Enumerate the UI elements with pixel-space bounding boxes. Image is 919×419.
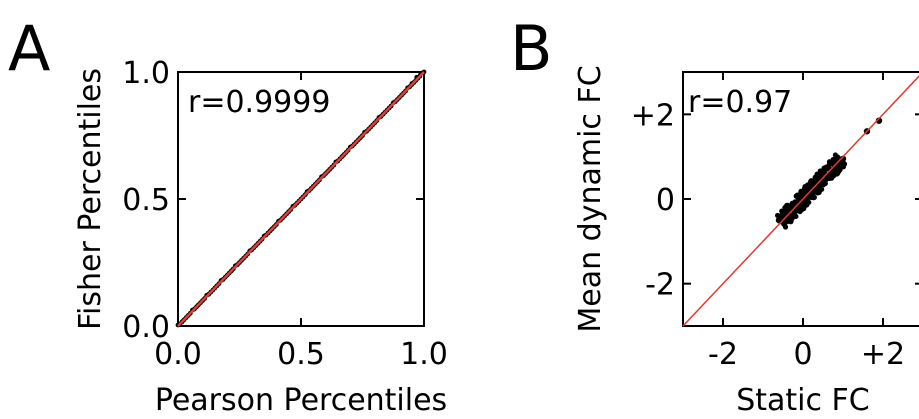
y-tick-label: -2 xyxy=(645,268,675,303)
cluster-point xyxy=(822,166,829,173)
panel-b-y-axis-label: Mean dynamic FC xyxy=(573,65,608,332)
cluster-point xyxy=(782,224,789,230)
panel-a-letter: A xyxy=(8,12,50,85)
cluster-point xyxy=(774,212,781,219)
x-tick-label: 0 xyxy=(793,337,812,372)
cluster-point xyxy=(784,208,791,215)
cluster-point xyxy=(789,200,795,206)
cluster-point xyxy=(832,152,839,158)
x-tick-label: 0.5 xyxy=(277,337,325,372)
panel-b-letter: B xyxy=(510,12,553,85)
cluster-point xyxy=(817,168,823,174)
cluster-point xyxy=(811,180,817,186)
y-tick-label: 1.0 xyxy=(122,56,170,91)
panel-a-chart: A 0.0 0.5 1.0 0.0 0.5 1.0 r=0.9999 Pearson Pe… xyxy=(8,12,448,418)
cluster-point xyxy=(823,176,830,182)
cluster-point xyxy=(820,182,826,188)
y-tick-label: 0.5 xyxy=(122,183,170,218)
data-point xyxy=(875,117,883,124)
panel-b-fit-line xyxy=(682,75,919,327)
cluster-point xyxy=(801,204,807,210)
cluster-point xyxy=(791,211,797,217)
cluster-point xyxy=(815,186,822,193)
x-tick-label: 0.0 xyxy=(154,337,202,372)
panel-b-points xyxy=(774,117,883,230)
cluster-point xyxy=(782,205,788,211)
panel-b-x-axis-label: Static FC xyxy=(736,383,870,418)
cluster-point xyxy=(801,199,807,205)
cluster-point xyxy=(818,173,824,179)
cluster-point xyxy=(812,189,818,195)
cluster-point xyxy=(827,175,834,181)
x-tick-label: 1.0 xyxy=(400,337,448,372)
panel-b-ticks: -2 0 +2 -2 0 +2 xyxy=(631,72,919,372)
cluster-point xyxy=(841,161,848,167)
x-tick-label: +2 xyxy=(861,337,905,372)
cluster-point xyxy=(826,160,833,166)
x-tick-label: -2 xyxy=(708,337,738,372)
panel-b-chart: B -2 0 +2 -2 0 +2 r=0.97 Static FC Mean dynam… xyxy=(510,12,919,418)
panel-b-correlation-annotation: r=0.97 xyxy=(688,85,792,120)
panel-a-x-axis-label: Pearson Percentiles xyxy=(155,383,447,418)
panel-a-y-axis-label: Fisher Percentiles xyxy=(73,68,108,330)
cluster-point xyxy=(812,175,819,181)
y-tick-label: 0.0 xyxy=(122,310,170,345)
panel-a-correlation-annotation: r=0.9999 xyxy=(188,85,330,120)
cluster-point xyxy=(814,171,820,177)
cluster-point xyxy=(806,193,812,200)
panel-a-fit-line xyxy=(177,71,425,327)
panel-a-ticks: 0.0 0.5 1.0 0.0 0.5 1.0 xyxy=(122,56,448,372)
cluster-point xyxy=(834,164,840,170)
cluster-point xyxy=(796,196,802,202)
cluster-point xyxy=(800,191,806,197)
y-tick-label: 0 xyxy=(656,183,675,218)
y-tick-label: +2 xyxy=(631,98,675,133)
cluster-point xyxy=(830,169,837,176)
